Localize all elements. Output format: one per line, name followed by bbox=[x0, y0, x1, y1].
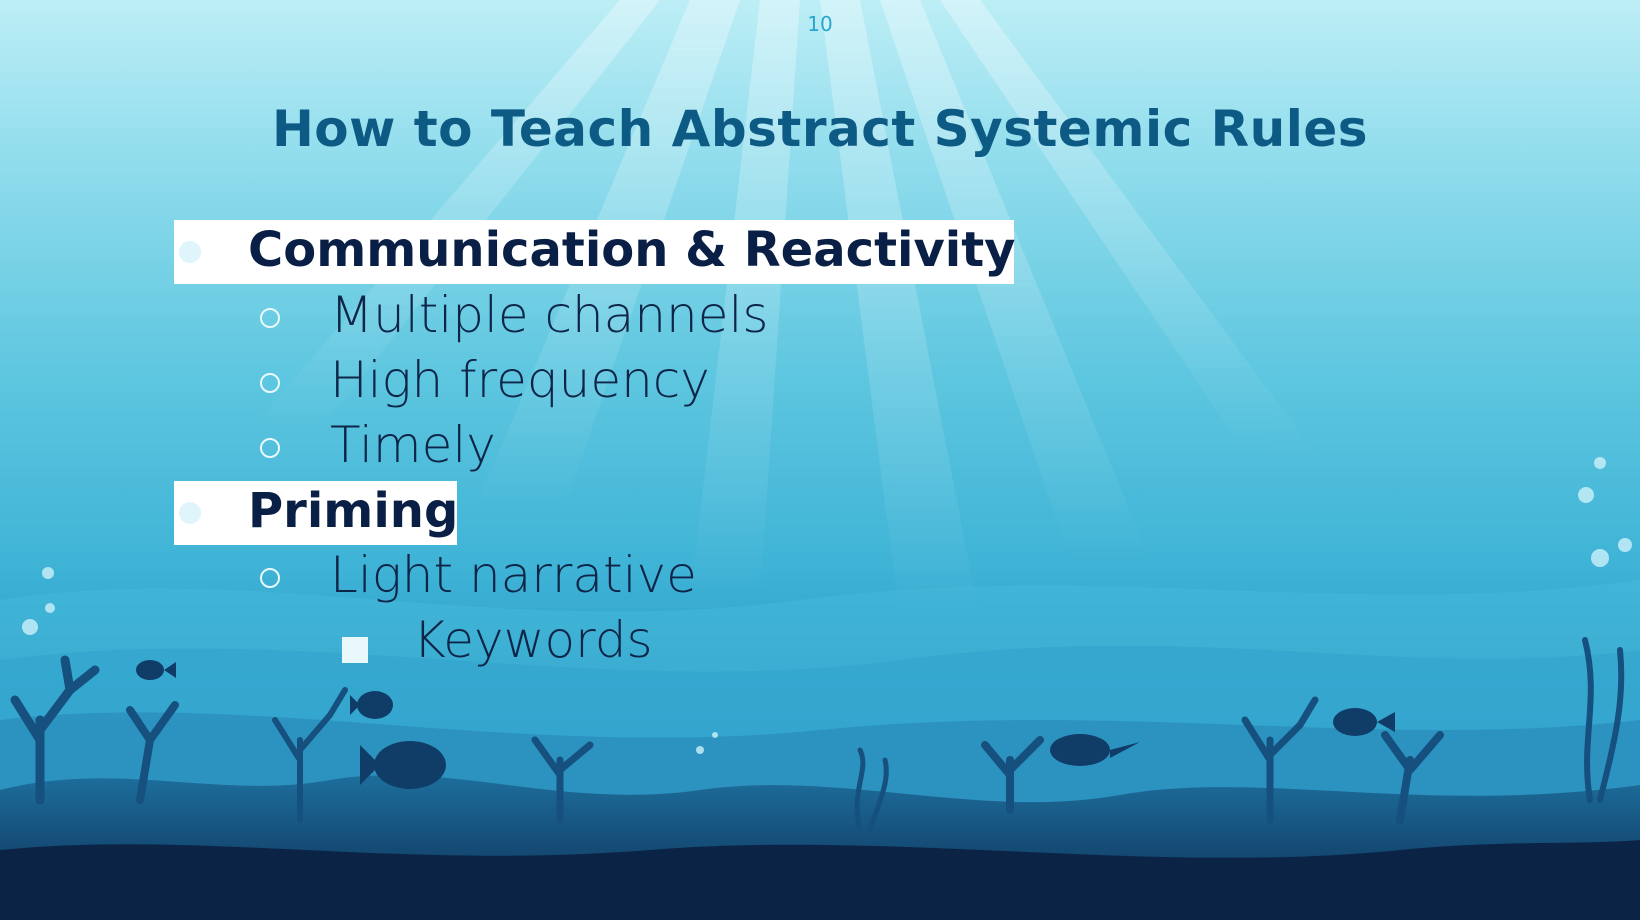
bullet-item-high-frequency: High frequency bbox=[258, 351, 858, 415]
slide-title: How to Teach Abstract Systemic Rules bbox=[271, 100, 1369, 158]
slide-number: 10 bbox=[807, 12, 833, 36]
bullet-text: Priming bbox=[248, 483, 459, 539]
hollow-circle-icon bbox=[260, 568, 280, 588]
bullet-item-communication: Communication & Reactivity bbox=[174, 220, 1016, 284]
bullet-item-priming: Priming bbox=[174, 481, 459, 545]
bullet-text: Communication & Reactivity bbox=[248, 222, 1016, 278]
bullet-item-multiple-channels: Multiple channels bbox=[258, 286, 858, 350]
bullet-dot-icon bbox=[179, 502, 201, 524]
bullet-text: Keywords bbox=[413, 611, 653, 669]
bullet-text: Timely bbox=[330, 416, 496, 474]
square-bullet-icon bbox=[342, 637, 368, 663]
bullet-item-timely: Timely bbox=[258, 416, 858, 480]
hollow-circle-icon bbox=[260, 438, 280, 458]
hollow-circle-icon bbox=[260, 373, 280, 393]
hollow-circle-icon bbox=[260, 308, 280, 328]
bullet-text: High frequency bbox=[330, 351, 710, 409]
bullet-text: Light narrative bbox=[330, 546, 697, 604]
bullet-item-light-narrative: Light narrative bbox=[258, 546, 858, 610]
bullet-text: Multiple channels bbox=[330, 286, 769, 344]
bullet-item-keywords: Keywords bbox=[341, 611, 841, 675]
bullet-dot-icon bbox=[179, 241, 201, 263]
light-rays bbox=[250, 0, 1320, 620]
